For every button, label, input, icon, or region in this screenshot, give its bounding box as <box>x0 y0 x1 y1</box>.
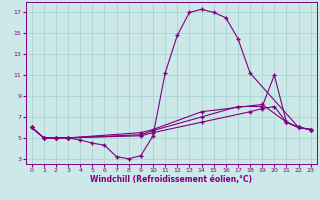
X-axis label: Windchill (Refroidissement éolien,°C): Windchill (Refroidissement éolien,°C) <box>90 175 252 184</box>
